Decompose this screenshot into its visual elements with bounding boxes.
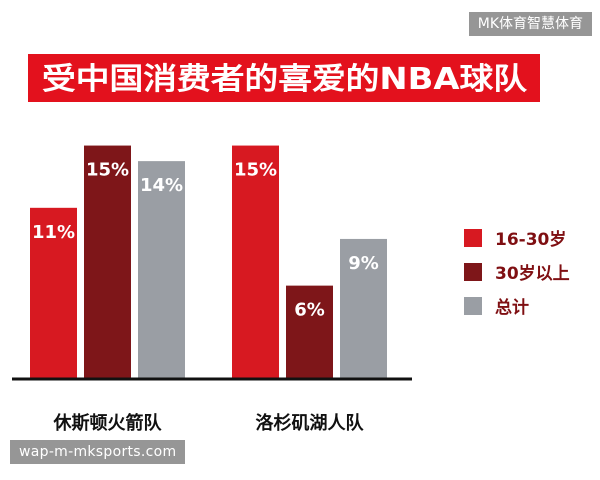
watermark-top: MK体育智慧体育 <box>468 12 592 36</box>
bar-1-1 <box>30 207 77 379</box>
legend-swatch-1 <box>464 229 482 247</box>
chart-title-banner <box>28 54 540 102</box>
legend-swatch-3 <box>464 297 482 315</box>
bars: 11% 15% 14% 15% 6% 9% <box>30 145 387 379</box>
chart-title: 受中国消费者的喜爱的NBA球队 <box>42 62 528 97</box>
legend-label-1: 16-30岁 <box>495 229 566 250</box>
bar-2-1 <box>232 145 279 379</box>
data-label-2-1: 15% <box>234 160 277 181</box>
data-label-2-3: 9% <box>348 253 379 274</box>
legend-label-3: 总计 <box>495 297 529 318</box>
bar-2-3 <box>340 238 387 379</box>
data-label-2-2: 6% <box>294 300 325 321</box>
data-label-1-3: 14% <box>140 175 183 196</box>
category-label-2: 洛杉矶湖人队 <box>256 412 365 434</box>
data-label-1-1: 11% <box>32 222 75 243</box>
bar-1-2 <box>84 145 131 379</box>
watermark-bottom: wap-m-mksports.com <box>10 440 186 464</box>
bar-1-3 <box>138 161 185 379</box>
data-label-1-2: 15% <box>86 160 129 181</box>
legend-label-2: 30岁以上 <box>495 263 570 284</box>
x-axis: 休斯顿火箭队 洛杉矶湖人队 <box>12 377 412 434</box>
category-label-1: 休斯顿火箭队 <box>53 412 163 434</box>
legend-swatch-2 <box>464 263 482 281</box>
bar-2-2 <box>286 285 333 379</box>
